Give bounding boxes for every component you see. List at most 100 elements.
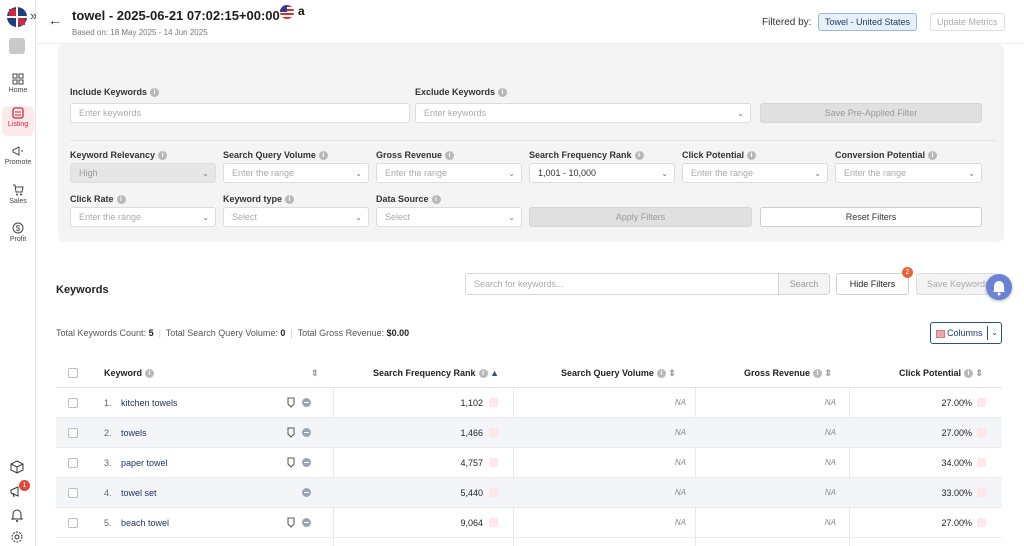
exclude-keyword-icon[interactable] — [302, 518, 311, 527]
sqv-column-header[interactable]: Search Query Volume i ⇕ — [561, 368, 676, 379]
info-icon[interactable]: i — [285, 195, 295, 205]
info-icon[interactable]: i — [158, 151, 168, 161]
info-icon[interactable]: i — [634, 151, 644, 161]
back-arrow-icon[interactable]: ← — [48, 12, 62, 28]
click-potential-range[interactable]: Enter the range ⌄ — [682, 163, 828, 183]
keyword-link[interactable]: towel set — [121, 488, 157, 498]
sidebar-item-promote[interactable]: Promote — [2, 144, 34, 174]
info-icon[interactable]: i — [431, 195, 441, 205]
apply-filters-button[interactable]: Apply Filters — [529, 207, 752, 227]
keyword-type-select[interactable]: Select ⌄ — [223, 207, 369, 227]
row-checkbox[interactable] — [68, 518, 78, 528]
search-query-volume-range[interactable]: Enter the range ⌄ — [223, 163, 369, 183]
row-checkbox[interactable] — [68, 428, 78, 438]
info-icon[interactable]: i — [656, 369, 666, 379]
sidebar-item-profit[interactable]: $ Profit — [2, 221, 34, 251]
search-frequency-rank-range[interactable]: 1,001 - 10,000 ⌄ — [529, 163, 675, 183]
keyword-link[interactable]: beach towel — [121, 518, 170, 528]
bell-icon[interactable] — [9, 507, 25, 523]
table-row[interactable]: 1. kitchen towels 1,102 NA NA 27.00% — [56, 388, 1002, 418]
columns-button[interactable]: Columns ⌄ — [930, 322, 1002, 344]
trend-icon[interactable] — [489, 398, 498, 407]
tag-icon[interactable] — [286, 517, 296, 528]
sidebar-item-sales[interactable]: Sales — [2, 183, 34, 213]
exclude-keyword-icon[interactable] — [302, 398, 311, 407]
conversion-potential-range[interactable]: Enter the range ⌄ — [835, 163, 982, 183]
info-icon[interactable]: i — [150, 88, 160, 98]
table-row[interactable]: 2. towels 1,466 NA NA 27.00% — [56, 418, 1002, 448]
hide-filters-button[interactable]: Hide Filters — [836, 273, 909, 295]
table-row[interactable]: 3. paper towel 4,757 NA NA 34.00% — [56, 448, 1002, 478]
info-icon[interactable]: i — [747, 151, 757, 161]
keyword-link[interactable]: towels — [121, 428, 147, 438]
keyword-relevancy-select[interactable]: High ⌄ — [70, 163, 216, 183]
exclude-keyword-icon[interactable] — [302, 428, 311, 437]
trend-icon[interactable] — [489, 458, 498, 467]
info-icon[interactable]: i — [478, 369, 488, 379]
totals-summary: Total Keywords Count: 5 | Total Search Q… — [56, 328, 410, 338]
filter-count-badge: 2 — [902, 267, 913, 278]
sidebar-item-home[interactable]: Home — [2, 72, 34, 102]
row-checkbox[interactable] — [68, 458, 78, 468]
app-logo-icon[interactable] — [6, 6, 28, 28]
keyword-link[interactable]: kitchen towels — [121, 398, 178, 408]
row-checkbox[interactable] — [68, 488, 78, 498]
trend-icon[interactable] — [977, 398, 986, 407]
tag-icon[interactable] — [286, 457, 296, 468]
sfr-column-header[interactable]: Search Frequency Rank i ▲ — [373, 368, 499, 379]
sort-icon[interactable]: ⇕ — [668, 368, 676, 378]
keyword-search-input[interactable]: Search for keywords... — [465, 273, 781, 295]
sort-icon[interactable]: ⇕ — [975, 368, 984, 378]
notification-bell-icon[interactable] — [986, 274, 1012, 300]
trend-icon[interactable] — [977, 428, 986, 437]
info-icon[interactable]: i — [145, 369, 155, 379]
exclude-keywords-input[interactable]: Enter keywords ⌄ — [415, 103, 751, 123]
include-keywords-input[interactable]: Enter keywords — [70, 103, 410, 123]
search-button[interactable]: Search — [778, 273, 830, 295]
filter-chip[interactable]: Towel - United States — [818, 13, 918, 31]
info-icon[interactable]: i — [498, 88, 508, 98]
info-icon[interactable]: i — [116, 195, 126, 205]
sort-ascending-icon[interactable]: ▲ — [490, 368, 499, 378]
info-icon[interactable]: i — [318, 151, 328, 161]
exclude-keyword-icon[interactable] — [302, 458, 311, 467]
info-icon[interactable]: i — [813, 369, 823, 379]
chevron-down-icon: ⌄ — [202, 213, 209, 222]
select-all-checkbox[interactable] — [68, 368, 78, 378]
tag-icon[interactable] — [286, 397, 296, 408]
info-icon[interactable]: i — [964, 369, 974, 379]
click-rate-range[interactable]: Enter the range ⌄ — [70, 207, 216, 227]
avatar[interactable] — [9, 38, 25, 54]
update-metrics-button[interactable]: Update Metrics — [930, 13, 1005, 31]
sort-icon[interactable]: ⇕ — [311, 368, 319, 378]
save-preapplied-filter-button[interactable]: Save Pre-Applied Filter — [760, 103, 982, 123]
trend-icon[interactable] — [489, 488, 498, 497]
trend-icon[interactable] — [489, 518, 498, 527]
box-icon[interactable] — [9, 459, 25, 475]
sort-icon[interactable]: ⇕ — [824, 368, 833, 378]
table-row[interactable]: 5. beach towel 9,064 NA NA 27.00% — [56, 508, 1002, 538]
row-checkbox[interactable] — [68, 398, 78, 408]
collapse-sidebar-icon[interactable]: » — [30, 8, 38, 23]
trend-icon[interactable] — [977, 488, 986, 497]
sidebar-item-label: Home — [8, 87, 28, 94]
info-icon[interactable]: i — [928, 151, 938, 161]
sidebar-item-listing[interactable]: Listing — [2, 106, 34, 136]
exclude-keyword-icon[interactable] — [302, 488, 311, 497]
trend-icon[interactable] — [977, 458, 986, 467]
trend-icon[interactable] — [489, 428, 498, 437]
info-icon[interactable]: i — [445, 151, 455, 161]
table-row[interactable]: 4. towel set 5,440 NA NA 33.00% — [56, 478, 1002, 508]
settings-gear-icon[interactable] — [9, 529, 25, 545]
save-keywords-button[interactable]: Save Keywords — [916, 273, 996, 295]
gross-revenue-column-header[interactable]: Gross Revenue i ⇕ — [744, 368, 833, 379]
data-source-select[interactable]: Select ⌄ — [376, 207, 522, 227]
keyword-link[interactable]: paper towel — [121, 458, 168, 468]
click-potential-column-header[interactable]: Click Potential i ⇕ — [899, 368, 984, 379]
tag-icon[interactable] — [286, 427, 296, 438]
announcement-icon[interactable] — [9, 484, 25, 500]
keyword-column-header[interactable]: Keyword i — [104, 358, 155, 388]
trend-icon[interactable] — [977, 518, 986, 527]
reset-filters-button[interactable]: Reset Filters — [760, 207, 982, 227]
gross-revenue-range[interactable]: Enter the range ⌄ — [376, 163, 522, 183]
